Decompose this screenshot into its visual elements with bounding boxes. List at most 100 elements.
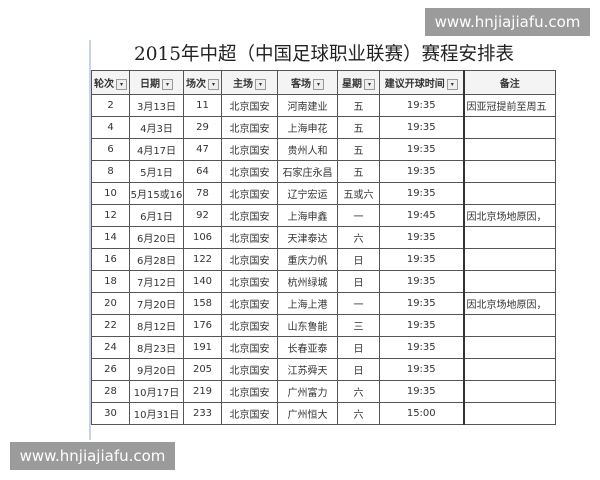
table-cell[interactable]: 北京国安 [221, 270, 278, 293]
table-cell[interactable]: 122 [183, 248, 222, 271]
table-cell[interactable]: 19:35 [379, 358, 464, 381]
table-cell[interactable]: 北京国安 [221, 358, 278, 381]
table-cell[interactable]: 北京国安 [221, 204, 278, 227]
table-cell[interactable]: 上海申鑫 [277, 204, 338, 227]
table-cell[interactable]: 6月20日 [129, 226, 184, 249]
table-cell[interactable]: 北京国安 [221, 160, 278, 183]
table-cell[interactable]: 10月17日 [129, 380, 184, 403]
filter-dropdown-icon[interactable]: ▾ [446, 78, 458, 90]
table-cell[interactable]: 日 [337, 270, 380, 293]
table-cell[interactable]: 15:00 [379, 402, 464, 425]
table-cell[interactable]: 石家庄永昌 [277, 160, 338, 183]
table-cell[interactable]: 3月13日 [129, 94, 184, 117]
filter-dropdown-icon[interactable]: ▾ [208, 78, 219, 90]
table-cell[interactable]: 28 [91, 380, 130, 403]
table-cell[interactable]: 因北京场地原因， [462, 292, 556, 315]
table-cell[interactable]: 北京国安 [221, 94, 278, 117]
table-cell[interactable]: 北京国安 [221, 380, 278, 403]
table-cell[interactable]: 9月20日 [129, 358, 184, 381]
table-cell[interactable]: 北京国安 [221, 314, 278, 337]
table-cell[interactable]: 4月17日 [129, 138, 184, 161]
table-cell[interactable]: 北京国安 [221, 292, 278, 315]
table-cell[interactable] [462, 270, 556, 293]
table-cell[interactable]: 长春亚泰 [277, 336, 338, 359]
table-cell[interactable]: 北京国安 [221, 402, 278, 425]
table-cell[interactable]: 26 [91, 358, 130, 381]
table-cell[interactable] [462, 138, 556, 161]
table-cell[interactable]: 日 [337, 358, 380, 381]
table-cell[interactable]: 20 [91, 292, 130, 315]
table-cell[interactable]: 19:35 [379, 94, 464, 117]
table-cell[interactable]: 日 [337, 336, 380, 359]
table-cell[interactable]: 北京国安 [221, 336, 278, 359]
table-cell[interactable]: 10月31日 [129, 402, 184, 425]
table-cell[interactable]: 5月15或16 [129, 182, 184, 205]
table-cell[interactable]: 天津泰达 [277, 226, 338, 249]
table-cell[interactable]: 江苏舜天 [277, 358, 338, 381]
table-cell[interactable]: 19:35 [379, 314, 464, 337]
table-cell[interactable]: 五 [337, 94, 380, 117]
table-cell[interactable]: 140 [183, 270, 222, 293]
table-cell[interactable]: 北京国安 [221, 116, 278, 139]
table-cell[interactable]: 贵州人和 [277, 138, 338, 161]
table-cell[interactable] [462, 182, 556, 205]
table-cell[interactable]: 19:35 [379, 380, 464, 403]
table-cell[interactable]: 64 [183, 160, 222, 183]
filter-dropdown-icon[interactable]: ▾ [116, 78, 127, 90]
table-cell[interactable]: 8月23日 [129, 336, 184, 359]
table-cell[interactable]: 五或六 [337, 182, 380, 205]
table-cell[interactable]: 29 [183, 116, 222, 139]
table-cell[interactable]: 北京国安 [221, 248, 278, 271]
table-cell[interactable]: 4月3日 [129, 116, 184, 139]
table-cell[interactable]: 19:35 [379, 336, 464, 359]
table-cell[interactable] [462, 160, 556, 183]
table-cell[interactable]: 因亚冠提前至周五 [462, 94, 556, 117]
table-cell[interactable]: 19:35 [379, 248, 464, 271]
table-cell[interactable]: 24 [91, 336, 130, 359]
table-cell[interactable]: 杭州绿城 [277, 270, 338, 293]
table-cell[interactable]: 2 [91, 94, 130, 117]
table-cell[interactable]: 五 [337, 138, 380, 161]
table-cell[interactable]: 广州恒大 [277, 402, 338, 425]
table-cell[interactable]: 辽宁宏运 [277, 182, 338, 205]
table-cell[interactable]: 158 [183, 292, 222, 315]
table-cell[interactable]: 日 [337, 248, 380, 271]
table-cell[interactable] [462, 116, 556, 139]
table-cell[interactable]: 19:35 [379, 160, 464, 183]
table-cell[interactable]: 176 [183, 314, 222, 337]
table-cell[interactable]: 北京国安 [221, 226, 278, 249]
table-cell[interactable]: 30 [91, 402, 130, 425]
table-cell[interactable]: 47 [183, 138, 222, 161]
table-cell[interactable]: 6月1日 [129, 204, 184, 227]
table-cell[interactable]: 一 [337, 204, 380, 227]
table-cell[interactable]: 14 [91, 226, 130, 249]
filter-dropdown-icon[interactable]: ▾ [364, 78, 375, 90]
table-cell[interactable]: 5月1日 [129, 160, 184, 183]
table-cell[interactable]: 19:35 [379, 292, 464, 315]
table-cell[interactable]: 五 [337, 160, 380, 183]
table-cell[interactable]: 191 [183, 336, 222, 359]
filter-dropdown-icon[interactable]: ▾ [313, 78, 324, 90]
table-cell[interactable]: 因北京场地原因， [462, 204, 556, 227]
table-cell[interactable]: 五 [337, 116, 380, 139]
table-cell[interactable]: 7月20日 [129, 292, 184, 315]
table-cell[interactable]: 8 [91, 160, 130, 183]
table-cell[interactable]: 重庆力帆 [277, 248, 338, 271]
table-cell[interactable]: 六 [337, 380, 380, 403]
table-cell[interactable]: 北京国安 [221, 182, 278, 205]
table-cell[interactable] [462, 226, 556, 249]
table-cell[interactable]: 12 [91, 204, 130, 227]
table-cell[interactable]: 河南建业 [277, 94, 338, 117]
table-cell[interactable] [462, 314, 556, 337]
filter-dropdown-icon[interactable]: ▾ [162, 78, 173, 90]
table-cell[interactable]: 18 [91, 270, 130, 293]
table-cell[interactable]: 19:35 [379, 182, 464, 205]
table-cell[interactable]: 10 [91, 182, 130, 205]
table-cell[interactable]: 78 [183, 182, 222, 205]
table-cell[interactable] [462, 358, 556, 381]
table-cell[interactable]: 6 [91, 138, 130, 161]
table-cell[interactable]: 4 [91, 116, 130, 139]
table-cell[interactable]: 219 [183, 380, 222, 403]
table-cell[interactable]: 三 [337, 314, 380, 337]
filter-dropdown-icon[interactable]: ▾ [255, 78, 266, 90]
